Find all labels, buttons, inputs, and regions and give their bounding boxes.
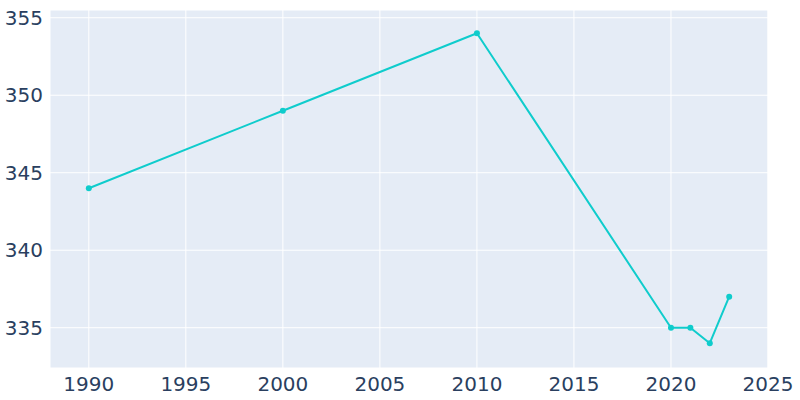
- point: [86, 185, 92, 191]
- x-grid-line: [573, 10, 574, 368]
- x-tick-label: 2010: [451, 372, 502, 396]
- y-grid-line: [50, 17, 768, 18]
- plot-frame: [50, 10, 768, 368]
- x-grid-line: [379, 10, 380, 368]
- y-tick-label: 355: [5, 6, 43, 30]
- point: [280, 108, 286, 114]
- x-tick-label: 2020: [646, 372, 697, 396]
- point: [707, 340, 713, 346]
- line: [89, 33, 729, 343]
- x-tick-label: 2005: [354, 372, 405, 396]
- x-grid-line: [185, 10, 186, 368]
- x-tick-label: 1995: [160, 372, 211, 396]
- y-grid-line: [50, 250, 768, 251]
- series-group: [86, 30, 732, 346]
- y-tick-label: 335: [5, 316, 43, 340]
- y-grid-line: [50, 95, 768, 96]
- plot-background: [50, 10, 768, 368]
- point: [687, 325, 693, 331]
- y-tick-label: 340: [5, 238, 43, 262]
- y-grid-line: [50, 172, 768, 173]
- point: [668, 325, 674, 331]
- x-tick-label: 1990: [63, 372, 114, 396]
- x-tick-label: 2025: [743, 372, 794, 396]
- y-grid-line: [50, 327, 768, 328]
- y-tick-label: 345: [5, 161, 43, 185]
- point: [726, 294, 732, 300]
- x-grid-line: [282, 10, 283, 368]
- chart: 1990 1995 2000 2005 2010 2015 2020 2025 335 340 34…: [0, 0, 800, 400]
- x-grid-line: [670, 10, 671, 368]
- x-grid-line: [476, 10, 477, 368]
- x-tick-label: 2015: [548, 372, 599, 396]
- x-tick-label: 2000: [257, 372, 308, 396]
- y-tick-label: 350: [5, 83, 43, 107]
- point: [474, 30, 480, 36]
